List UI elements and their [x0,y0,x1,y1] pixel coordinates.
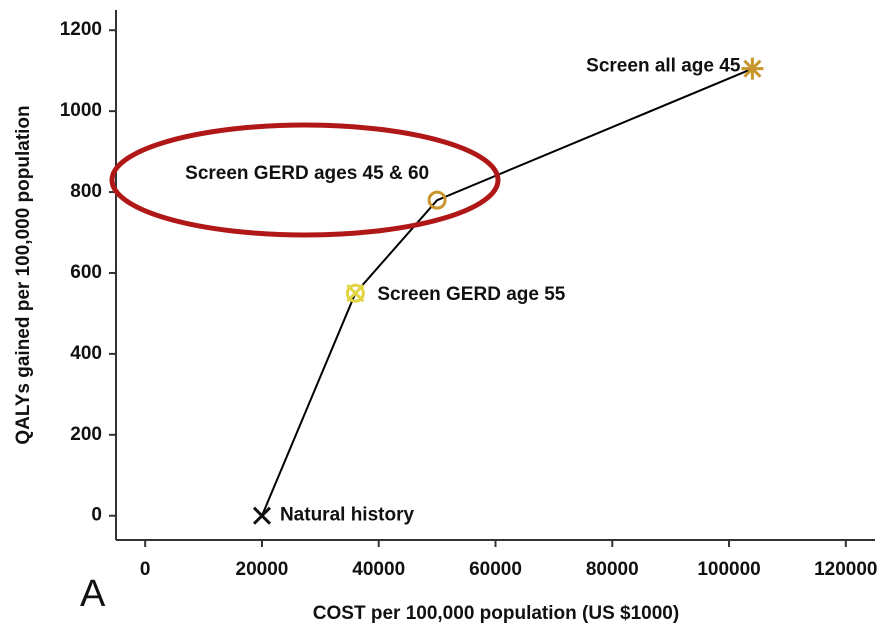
point-marker [345,283,365,303]
point-label: Screen GERD age 55 [377,284,565,305]
y-tick-label: 1200 [60,19,102,40]
point-label: Natural history [280,505,415,526]
x-tick-label: 100000 [697,559,760,580]
point-marker [252,506,272,525]
x-tick-label: 40000 [352,559,405,580]
y-tick-label: 200 [70,424,102,445]
point-label: Screen GERD ages 45 & 60 [185,163,429,184]
point-label: Screen all age 45 [586,56,741,77]
marker-ring [345,283,365,303]
x-tick-label: 60000 [469,559,522,580]
x-axis-label: COST per 100,000 population (US $1000) [313,603,679,624]
marker-ring [427,190,447,210]
y-axis-label: QALYs gained per 100,000 population [13,105,34,444]
marker-stroke [743,59,762,78]
x-tick-label: 20000 [236,559,289,580]
y-tick-label: 600 [70,262,102,283]
point-marker [427,190,447,210]
y-tick-label: 800 [70,181,102,202]
marker-stroke [252,506,272,525]
y-tick-label: 1000 [60,100,102,121]
x-tick-label: 80000 [586,559,639,580]
point-marker [741,57,764,80]
y-tick-label: 0 [91,505,102,526]
highlight-ellipse [109,122,501,238]
panel-label: A [80,573,106,615]
y-tick-label: 400 [70,343,102,364]
x-tick-label: 0 [140,559,151,580]
x-tick-label: 120000 [814,559,877,580]
frontier-line [261,67,753,517]
